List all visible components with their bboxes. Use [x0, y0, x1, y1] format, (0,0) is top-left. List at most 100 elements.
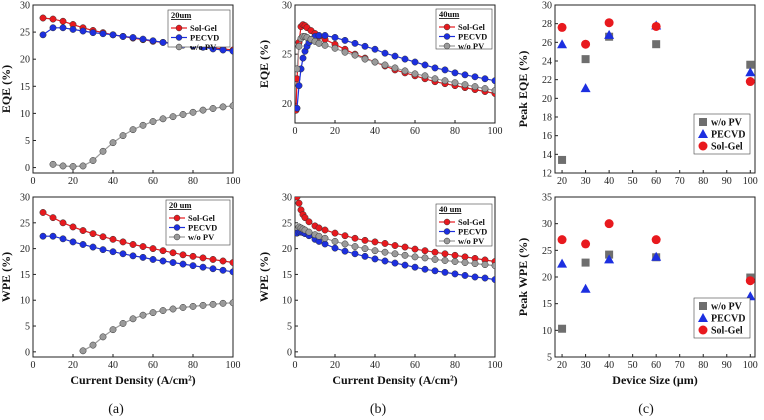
x-tick-label: 60 — [651, 360, 661, 371]
data-point — [361, 42, 369, 50]
data-point — [295, 82, 303, 90]
data-point — [461, 272, 469, 279]
data-point — [209, 265, 217, 273]
y-tick-label: 30 — [282, 1, 292, 12]
data-point — [558, 324, 567, 333]
data-point — [381, 257, 389, 265]
legend-marker — [698, 141, 708, 151]
legend-marker — [173, 224, 181, 231]
panel-a_top: 0 20 40 60 80 100 0 5 10 15 20 25 30 EQE (%) 20um Sol-G… — [0, 1, 241, 188]
data-point — [179, 260, 187, 268]
data-point — [391, 242, 399, 249]
data-point — [129, 252, 137, 260]
x-tick-label: 80 — [188, 176, 198, 187]
data-point — [189, 252, 197, 260]
y-tick-label: 15 — [20, 82, 30, 93]
x-tick-label: 40 — [370, 360, 380, 371]
legend-marker — [698, 129, 708, 138]
series-line — [82, 302, 233, 352]
data-point — [295, 104, 301, 112]
data-point — [431, 64, 439, 72]
legend-label: PECVD — [188, 223, 217, 233]
data-point — [411, 263, 419, 271]
data-point — [119, 320, 127, 327]
data-point — [315, 39, 323, 47]
data-point — [59, 219, 67, 227]
y-tick-label: 26 — [542, 38, 552, 49]
x-tick-label: 90 — [722, 176, 732, 187]
data-point — [169, 249, 177, 257]
data-point — [381, 61, 389, 69]
y-axis-label: EQE (%) — [257, 40, 271, 88]
y-tick-label: 24 — [542, 57, 552, 68]
data-point — [179, 304, 187, 311]
x-tick-label: 60 — [410, 126, 420, 137]
legend-marker — [443, 23, 451, 31]
y-tick-label: 5 — [25, 322, 30, 333]
x-tick-label: 80 — [188, 360, 198, 371]
data-point — [139, 243, 147, 250]
data-point — [351, 250, 359, 258]
data-point — [299, 54, 307, 62]
legend-label: Sol-Gel — [188, 213, 216, 223]
data-point — [149, 118, 157, 125]
legend-label: PECVD — [458, 227, 487, 237]
x-tick-label: 0 — [293, 360, 298, 371]
data-point — [746, 60, 755, 69]
data-point — [557, 22, 567, 32]
legend-marker — [698, 313, 708, 322]
data-point — [351, 234, 359, 242]
data-point — [139, 121, 147, 129]
data-point — [99, 147, 107, 155]
panel-c_top: 20 30 40 50 60 70 80 90 100 12 14 16 18 20 22 24 26 28 30 P… — [516, 1, 758, 188]
data-point — [139, 253, 147, 261]
data-point — [315, 224, 323, 232]
data-point — [39, 14, 47, 22]
data-point — [745, 77, 755, 87]
data-point — [169, 113, 177, 121]
data-point — [129, 34, 137, 41]
data-point — [441, 77, 449, 85]
data-point — [89, 157, 97, 164]
data-point — [401, 55, 409, 63]
data-point — [49, 214, 57, 222]
x-tick-label: 20 — [557, 176, 567, 187]
data-point — [481, 75, 489, 83]
data-point — [295, 199, 303, 207]
data-point — [99, 30, 107, 38]
x-tick-label: 20 — [68, 360, 78, 371]
data-point — [229, 102, 233, 110]
series-pecvd — [39, 232, 233, 276]
x-tick-label: 0 — [31, 176, 36, 187]
y-axis-label: WPE (%) — [0, 252, 13, 302]
y-tick-label: 15 — [542, 299, 552, 310]
data-layer — [557, 219, 755, 333]
data-point — [149, 245, 157, 253]
x-tick-label: 30 — [581, 176, 591, 187]
x-tick-label: 100 — [743, 176, 758, 187]
y-tick-label: 25 — [20, 28, 30, 39]
y-tick-label: 20 — [542, 273, 552, 284]
y-tick-label: 22 — [542, 75, 552, 86]
data-point — [229, 47, 233, 55]
data-point — [119, 250, 127, 258]
legend-label: PECVD — [711, 130, 745, 141]
data-point — [371, 58, 379, 66]
x-tick-label: 50 — [628, 176, 638, 187]
data-point — [219, 103, 227, 111]
series-w-o-pv — [79, 299, 233, 355]
data-point — [604, 29, 615, 39]
data-point — [581, 39, 591, 49]
data-point — [491, 87, 495, 94]
y-axis-label: EQE (%) — [0, 65, 13, 113]
x-tick-label: 60 — [651, 176, 661, 187]
legend-marker — [699, 302, 707, 310]
data-point — [321, 234, 329, 242]
data-point — [69, 223, 77, 231]
y-tick-label: 5 — [547, 353, 552, 364]
x-tick-label: 0 — [31, 360, 36, 371]
series-sol-gel — [557, 219, 755, 286]
x-tick-label: 40 — [108, 360, 118, 371]
